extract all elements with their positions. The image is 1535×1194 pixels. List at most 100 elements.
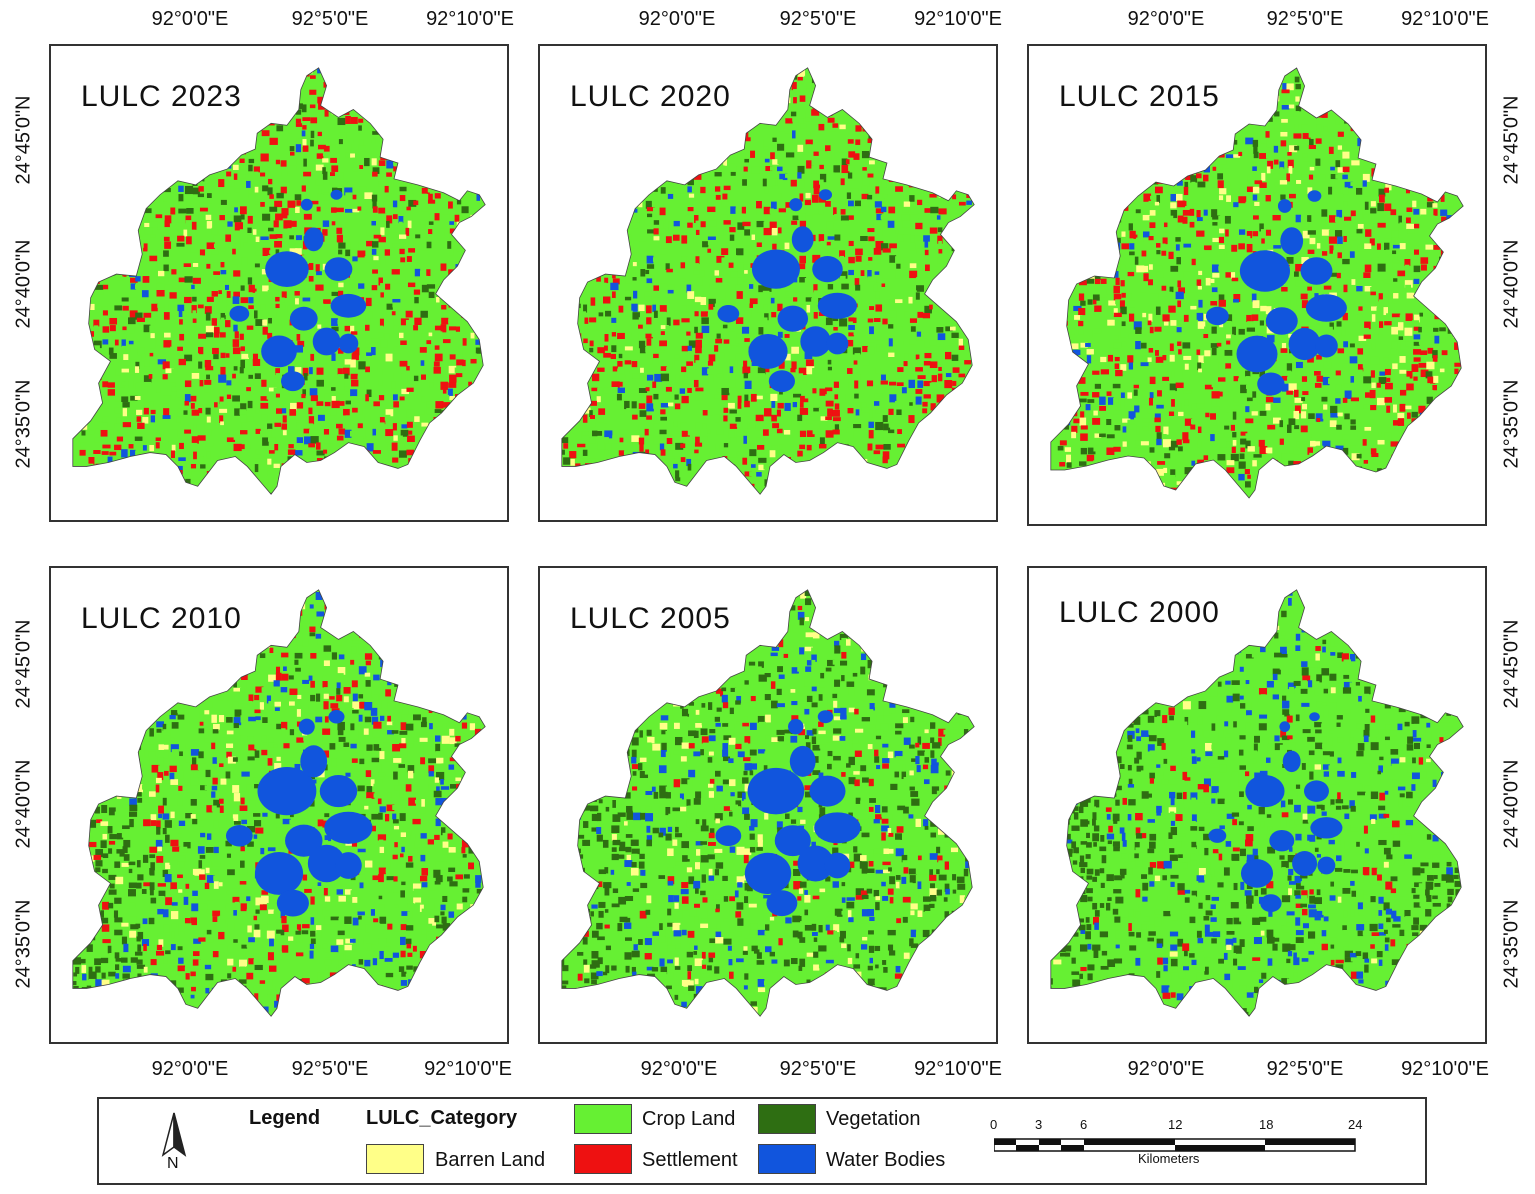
lake [1307,190,1322,202]
lake [715,825,742,847]
legend-label-settlement: Settlement [642,1149,738,1171]
lon-tick-bottom: 92°5'0"E [1266,1058,1344,1080]
lake [300,745,328,778]
lake [812,256,843,283]
legend-label-vegetation: Vegetation [826,1108,921,1130]
lon-tick-top: 92°10'0"E [914,8,1002,30]
lat-tick-left: 24°40'0"N [12,759,35,849]
lake [1208,828,1227,843]
lake [289,306,318,331]
lake [1303,780,1329,802]
map-panel-2020: LULC 2020 [538,44,998,522]
lake [324,257,353,282]
district-boundary [561,67,975,495]
lake [1257,372,1285,396]
map-panel-2000: LULC 2000 [1027,566,1487,1044]
lake [1245,775,1285,808]
map-panel-2005: LULC 2005 [538,566,998,1044]
lat-tick-right: 24°45'0"N [1500,95,1523,185]
lon-tick-bottom: 92°10'0"E [1401,1058,1489,1080]
lake [1279,721,1291,733]
lon-tick-top: 92°5'0"E [291,8,369,30]
map-panel-2010: LULC 2010 [49,566,509,1044]
lake [303,227,324,252]
lake [809,775,846,807]
lon-tick-top: 92°5'0"E [1266,8,1344,30]
district-boundary [1050,67,1464,499]
scale-bar [994,1138,1356,1152]
lake [1282,750,1301,773]
land-cover-raster [72,67,486,495]
map-panel-2023: LULC 2023 [49,44,509,522]
panel-title: LULC 2000 [1059,596,1220,629]
district-boundary [72,67,486,495]
legend-label-crop-land: Crop Land [642,1108,736,1130]
lat-tick-left: 24°35'0"N [12,899,35,989]
map-panel-2015: LULC 2015 [1027,44,1487,526]
lat-tick-left: 24°45'0"N [12,95,35,185]
lake [254,852,304,895]
lake [1260,894,1282,913]
lake [814,812,861,844]
lake [1236,335,1278,373]
swatch-barren-land [366,1144,424,1174]
district-boundary [1050,589,1464,1017]
lake [768,370,795,393]
lake [319,775,358,808]
lake [1314,334,1338,358]
panel-title: LULC 2023 [81,80,242,113]
lake [1288,327,1321,361]
lake [789,198,803,212]
scale-tick-label: 24 [1348,1117,1363,1132]
district-boundary [561,589,975,1017]
lake [744,852,792,895]
scale-tick-label: 0 [990,1117,998,1132]
lon-tick-top: 92°0'0"E [151,8,229,30]
scale-tick-label: 18 [1259,1117,1274,1132]
lake [797,845,834,882]
land-cover-raster [561,589,975,1017]
lat-tick-left: 24°35'0"N [12,379,35,469]
panel-title: LULC 2015 [1059,80,1220,113]
scale-unit-label: Kilometers [1138,1151,1200,1166]
lon-tick-bottom: 92°5'0"E [779,1058,857,1080]
north-label: N [167,1155,179,1172]
lat-tick-right: 24°45'0"N [1500,619,1523,709]
lake [229,305,250,322]
lake [800,326,831,357]
land-cover-raster [561,67,975,495]
swatch-water-bodies [758,1144,816,1174]
lake [1317,856,1336,875]
lake [338,333,359,354]
panel-title: LULC 2010 [81,602,242,635]
panel-title: LULC 2020 [570,80,731,113]
lon-tick-bottom: 92°0'0"E [640,1058,718,1080]
swatch-vegetation [758,1104,816,1134]
lon-tick-top: 92°10'0"E [426,8,514,30]
lake [826,332,849,355]
lat-tick-right: 24°40'0"N [1500,759,1523,849]
lake [717,305,740,323]
lake [788,718,804,735]
lake [265,251,309,287]
lake [298,718,315,735]
lat-tick-left: 24°45'0"N [12,619,35,709]
lake [774,825,811,857]
lake [818,189,833,201]
lon-tick-top: 92°5'0"E [779,8,857,30]
lat-tick-right: 24°40'0"N [1500,239,1523,329]
lake [777,305,809,332]
lake [1265,307,1298,335]
lake [789,745,816,777]
lake [330,189,343,200]
lon-tick-bottom: 92°0'0"E [1127,1058,1205,1080]
lake [257,767,317,816]
lat-tick-right: 24°35'0"N [1500,379,1523,469]
lake [1305,294,1347,322]
north-arrow-icon [161,1112,187,1157]
swatch-settlement [574,1144,632,1174]
lon-tick-bottom: 92°0'0"E [151,1058,229,1080]
lake [817,710,834,724]
lake [824,852,851,879]
lulc-map [561,67,975,495]
